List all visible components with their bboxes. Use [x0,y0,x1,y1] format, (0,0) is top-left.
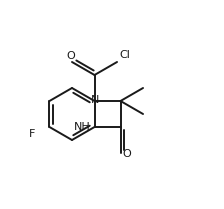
Text: O: O [123,149,131,159]
Text: Cl: Cl [119,50,130,60]
Text: N: N [91,95,100,105]
Text: F: F [29,129,35,139]
Text: NH: NH [74,122,90,132]
Text: O: O [67,51,75,61]
